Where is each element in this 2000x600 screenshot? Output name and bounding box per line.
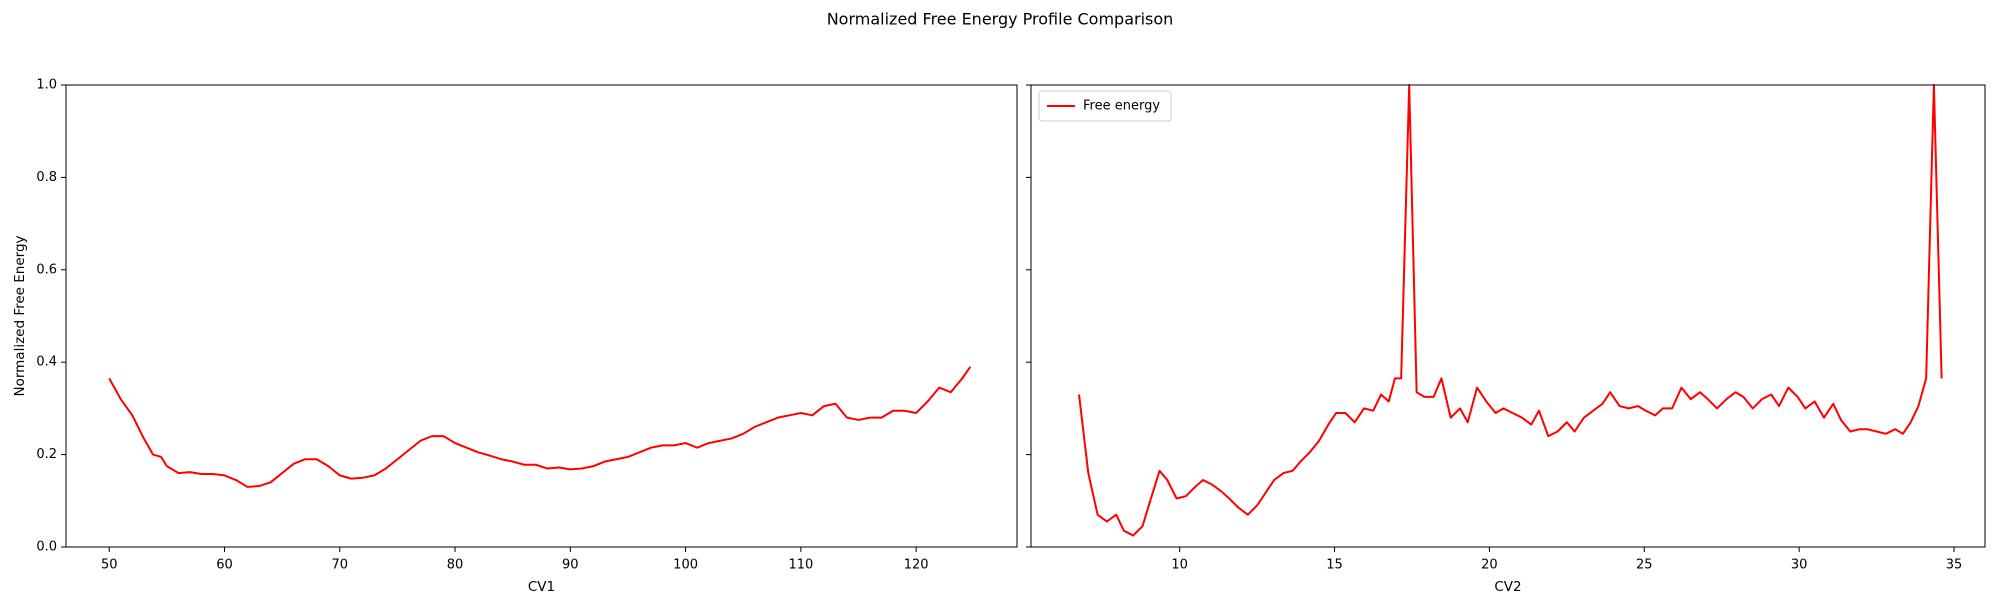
legend-box: [1038, 90, 1172, 122]
legend: Free energy: [1038, 90, 1172, 122]
x-tick-label: 100: [673, 558, 698, 573]
x-axis-label: CV1: [528, 579, 555, 595]
axes-frame: [1030, 84, 1986, 548]
data-line: [108, 366, 972, 488]
y-tick-label: 0.0: [36, 540, 57, 555]
x-tick-label: 30: [1791, 558, 1808, 573]
axes-frame: [65, 84, 1018, 548]
x-tick-label: 90: [562, 558, 579, 573]
x-tick-label: 35: [1946, 558, 1963, 573]
x-tick-label: 20: [1481, 558, 1498, 573]
y-tick-label: 0.4: [36, 355, 57, 370]
y-axis-label: Normalized Free Energy: [12, 235, 28, 396]
legend-label: Free energy: [1083, 99, 1160, 114]
x-tick-label: 50: [101, 558, 118, 573]
x-tick-label: 60: [216, 558, 233, 573]
x-tick-label: 80: [447, 558, 464, 573]
x-tick-label: 110: [788, 558, 813, 573]
x-tick-label: 25: [1636, 558, 1653, 573]
x-tick-label: 10: [1171, 558, 1188, 573]
y-tick-label: 0.8: [36, 170, 57, 185]
y-tick-label: 0.6: [36, 262, 57, 277]
data-line: [1078, 84, 1943, 537]
x-axis-label: CV2: [1494, 579, 1521, 595]
figure-title: Normalized Free Energy Profile Compariso…: [827, 10, 1174, 29]
y-tick-label: 1.0: [36, 78, 57, 93]
y-tick-label: 0.2: [36, 447, 57, 462]
x-tick-label: 70: [331, 558, 348, 573]
x-tick-label: 120: [904, 558, 929, 573]
x-tick-label: 15: [1326, 558, 1343, 573]
